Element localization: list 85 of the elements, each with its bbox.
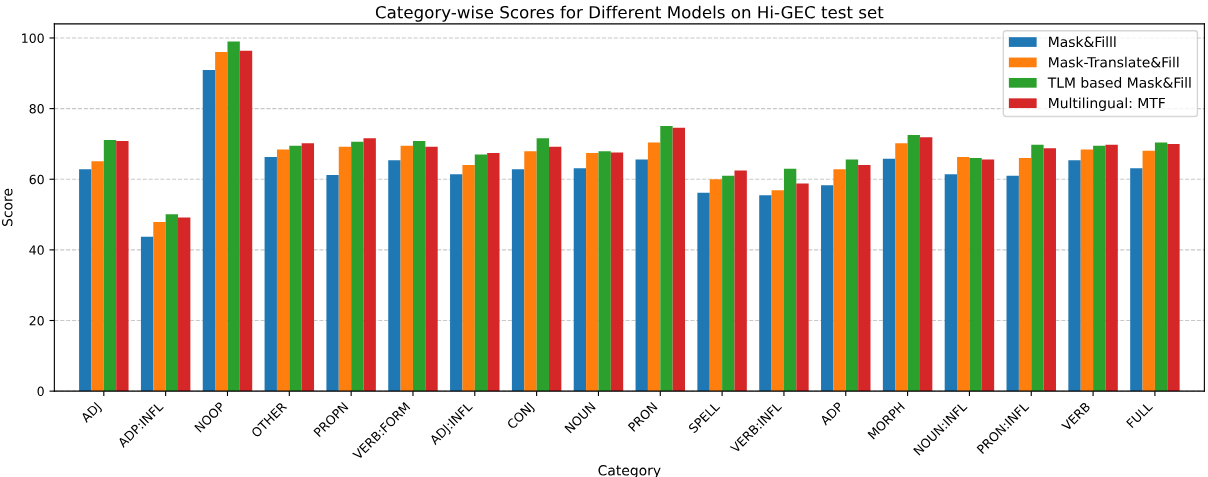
bar — [289, 145, 302, 392]
bar — [1105, 144, 1118, 392]
bar — [363, 138, 376, 392]
bar — [400, 145, 413, 392]
bar — [957, 156, 970, 392]
chart-title: Category-wise Scores for Different Models on Hi-GEC test set — [375, 5, 884, 22]
bar — [783, 168, 797, 392]
bar — [474, 154, 488, 392]
bar — [548, 146, 562, 392]
bar — [79, 169, 92, 392]
bar — [351, 141, 364, 392]
x-tick-label: ADJ — [80, 402, 103, 425]
bar — [586, 153, 599, 392]
legend-label: TLM based Mask&Fill — [1047, 77, 1191, 88]
bar — [598, 151, 611, 392]
bar — [511, 169, 525, 392]
bar — [709, 179, 723, 392]
bar — [326, 175, 339, 392]
bar — [202, 70, 216, 392]
bar — [227, 41, 240, 392]
bar — [178, 217, 191, 392]
bar — [487, 153, 500, 392]
bar — [672, 127, 686, 392]
bar — [1080, 149, 1094, 392]
bar — [1093, 145, 1106, 392]
bar — [895, 143, 908, 392]
bar — [524, 151, 537, 392]
bar — [1068, 160, 1081, 392]
legend-label: Multilingual: MTF — [1049, 97, 1165, 111]
bar — [116, 141, 129, 392]
bar — [536, 138, 549, 392]
y-axis-title: Score — [2, 188, 13, 227]
bar — [647, 142, 661, 392]
bar — [153, 221, 166, 392]
bar — [239, 50, 253, 392]
bar — [734, 170, 747, 392]
bar — [759, 195, 772, 392]
bar — [635, 159, 648, 392]
bar — [821, 185, 834, 392]
bar — [412, 141, 426, 392]
bar — [165, 214, 179, 392]
bar — [215, 52, 228, 392]
bar — [140, 236, 154, 392]
legend-label: Mask-Translate&Fill — [1049, 56, 1179, 68]
bar — [907, 135, 920, 392]
bar — [450, 174, 463, 392]
y-tick-label: 100 — [22, 33, 44, 43]
y-tick-label: 40 — [29, 245, 44, 255]
bar — [388, 160, 401, 392]
bar — [1167, 143, 1180, 392]
bar — [1142, 150, 1155, 392]
bar — [462, 165, 475, 392]
bar — [845, 159, 859, 392]
bar — [276, 149, 290, 392]
bar — [944, 174, 958, 392]
bar — [722, 175, 735, 392]
bar — [919, 137, 933, 392]
y-tick-label: 0 — [37, 386, 44, 397]
bar — [425, 146, 438, 392]
y-tick-label: 20 — [29, 315, 44, 326]
bar — [1043, 148, 1056, 392]
bar — [1018, 158, 1032, 392]
y-tick-label: 80 — [29, 104, 44, 114]
bar — [771, 190, 784, 392]
bar — [796, 183, 809, 392]
bar — [103, 140, 117, 392]
bar — [1006, 175, 1019, 392]
bar — [882, 158, 896, 392]
bar — [833, 169, 846, 392]
bar — [660, 125, 673, 392]
bar — [969, 158, 982, 392]
bar — [610, 152, 624, 392]
bar — [1031, 144, 1044, 392]
bar — [301, 143, 315, 392]
bar — [573, 168, 587, 392]
y-tick-label: 60 — [29, 174, 44, 185]
bar — [858, 165, 871, 392]
bar — [91, 161, 104, 392]
bar — [981, 159, 995, 392]
legend-label: Mask&Filll — [1049, 36, 1116, 48]
bar — [697, 192, 710, 392]
bar — [1130, 168, 1143, 392]
bar — [338, 146, 352, 392]
bar — [264, 156, 277, 392]
bar — [1154, 142, 1168, 392]
